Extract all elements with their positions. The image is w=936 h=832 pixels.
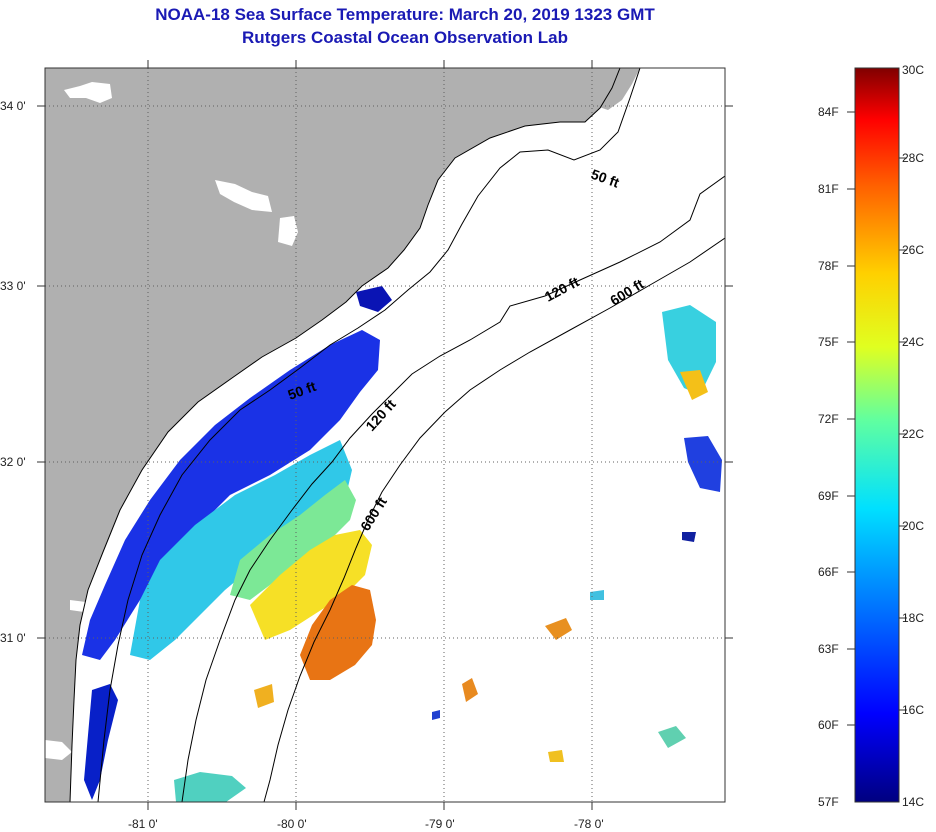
sst-offshore-patch bbox=[432, 710, 440, 720]
graticule bbox=[45, 68, 725, 802]
contour-50ft bbox=[97, 68, 641, 802]
sst-offshore-patch bbox=[174, 772, 246, 802]
sst-mid-water bbox=[130, 440, 352, 660]
cloud-patch bbox=[45, 740, 72, 760]
contour-600ft bbox=[263, 237, 725, 802]
colorbar-f-label: 81F bbox=[818, 182, 839, 196]
cloud-patch bbox=[278, 216, 298, 246]
colorbar-ticks bbox=[847, 111, 907, 726]
colorbar-f-label: 72F bbox=[818, 412, 839, 426]
cloud-patch bbox=[215, 180, 272, 212]
lat-label: 34 0' bbox=[0, 99, 26, 113]
colorbar-f-label: 78F bbox=[818, 259, 839, 273]
lat-label: 31 0' bbox=[0, 631, 26, 645]
colorbar-c-label: 18C bbox=[902, 611, 924, 625]
sst-green-water bbox=[230, 480, 356, 600]
sst-offshore-patch bbox=[590, 590, 604, 600]
cloud-patch bbox=[70, 600, 86, 612]
colorbar-f-label: 66F bbox=[818, 565, 839, 579]
colorbar-f-label: 63F bbox=[818, 642, 839, 656]
colorbar-f-label: 57F bbox=[818, 795, 839, 809]
sst-offshore-patch bbox=[662, 305, 716, 395]
colorbar-c-label: 20C bbox=[902, 519, 924, 533]
sst-offshore-patch bbox=[545, 618, 572, 640]
colorbar-c-label: 16C bbox=[902, 703, 924, 717]
lon-label: -78 0' bbox=[574, 817, 604, 831]
axis-ticks bbox=[37, 60, 733, 810]
sst-cold-strip bbox=[84, 684, 118, 800]
sst-offshore-patch bbox=[682, 532, 696, 542]
colorbar bbox=[854, 67, 900, 803]
colorbar-c-label: 26C bbox=[902, 243, 924, 257]
map-title: NOAA-18 Sea Surface Temperature: March 2… bbox=[155, 5, 655, 24]
sst-offshore-patch bbox=[254, 684, 274, 708]
land-cape bbox=[590, 68, 640, 110]
colorbar-f-label: 69F bbox=[818, 489, 839, 503]
contour-120ft bbox=[181, 175, 725, 802]
sst-offshore-patch bbox=[462, 678, 478, 702]
map-border bbox=[44, 67, 726, 803]
colorbar-f-label: 75F bbox=[818, 335, 839, 349]
sst-offshore-patch bbox=[680, 370, 708, 400]
lon-label: -80 0' bbox=[277, 817, 307, 831]
colorbar-c-label: 22C bbox=[902, 427, 924, 441]
sst-cold-nearshore bbox=[356, 286, 392, 312]
colorbar-f-label: 60F bbox=[818, 718, 839, 732]
lon-label: -79 0' bbox=[425, 817, 455, 831]
sst-offshore-patch bbox=[548, 750, 564, 762]
sst-warm-water bbox=[300, 585, 376, 680]
colorbar-c-label: 28C bbox=[902, 151, 924, 165]
lon-label: -81 0' bbox=[128, 817, 158, 831]
lat-label: 33 0' bbox=[0, 279, 26, 293]
sst-offshore-patch bbox=[684, 436, 722, 492]
colorbar-f-label: 84F bbox=[818, 105, 839, 119]
sst-offshore-patch bbox=[658, 726, 686, 748]
colorbar-c-label: 30C bbox=[902, 63, 924, 77]
lat-label: 32 0' bbox=[0, 455, 26, 469]
colorbar-c-label: 14C bbox=[902, 795, 924, 809]
cloud-patch bbox=[64, 82, 112, 103]
colorbar-c-label: 24C bbox=[902, 335, 924, 349]
coastline bbox=[69, 68, 621, 802]
map-subtitle: Rutgers Coastal Ocean Observation Lab bbox=[242, 28, 568, 47]
sst-yellow-water bbox=[250, 530, 372, 640]
land-mass bbox=[45, 68, 620, 802]
